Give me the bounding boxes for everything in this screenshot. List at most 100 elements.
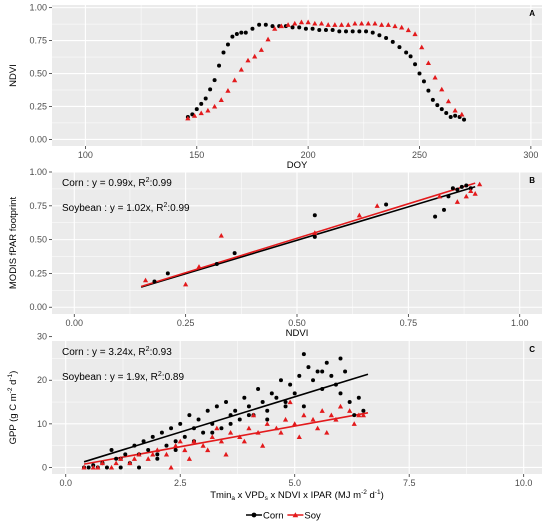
data-point-corn xyxy=(290,25,295,30)
x-tick-label: 0.00 xyxy=(66,318,84,328)
data-point-corn xyxy=(182,434,187,439)
data-point-corn xyxy=(297,373,302,378)
y-tick-label: 0.00 xyxy=(29,134,47,144)
data-point-soy xyxy=(173,443,179,448)
data-point-corn xyxy=(435,103,440,108)
data-point-corn xyxy=(210,430,215,435)
data-point-corn xyxy=(269,391,274,396)
data-point-corn xyxy=(320,369,325,374)
data-point-soy xyxy=(419,44,425,50)
y-tick-label: 30 xyxy=(37,332,47,342)
data-point-corn xyxy=(217,63,222,68)
data-point-soy xyxy=(211,103,218,109)
series-corn xyxy=(82,352,366,470)
data-point-soy xyxy=(142,277,149,283)
data-point-soy xyxy=(301,412,307,418)
data-point-corn xyxy=(86,465,91,470)
data-point-soy xyxy=(298,19,305,25)
x-tick-label: 250 xyxy=(412,150,427,160)
data-point-corn xyxy=(256,386,261,391)
data-point-corn xyxy=(303,26,308,31)
data-point-soy xyxy=(218,232,224,238)
data-point-corn xyxy=(199,101,204,106)
data-point-soy xyxy=(452,107,458,113)
data-point-soy xyxy=(315,425,321,431)
data-point-soy xyxy=(332,22,338,27)
data-point-soy xyxy=(154,447,160,453)
data-point-corn xyxy=(446,194,451,199)
data-point-corn xyxy=(278,378,283,383)
data-point-soy xyxy=(90,464,96,470)
data-point-soy xyxy=(209,434,215,440)
data-point-soy xyxy=(360,412,367,418)
data-point-corn xyxy=(109,448,114,453)
data-point-corn xyxy=(292,391,297,396)
x-axis-title: DOY xyxy=(287,160,308,171)
data-point-soy xyxy=(468,188,474,194)
data-point-corn xyxy=(225,42,230,47)
fit-annotation-soybean: Soybean : y = 1.9x, R2:0.89 xyxy=(62,371,184,383)
data-point-soy xyxy=(177,438,183,444)
data-point-soy xyxy=(305,19,311,25)
data-point-soy xyxy=(319,408,325,413)
data-point-soy xyxy=(205,447,211,453)
fit-annotation-soybean: Soybean : y = 1.02x, R2:0.99 xyxy=(62,202,190,214)
data-point-corn xyxy=(464,183,469,188)
data-point-soy xyxy=(136,451,142,457)
data-point-corn xyxy=(350,29,355,34)
data-point-corn xyxy=(250,26,255,31)
y-axis-title: MODIS fPAR footprint xyxy=(8,197,19,290)
data-point-corn xyxy=(230,34,235,39)
data-point-corn xyxy=(347,400,352,405)
data-point-corn xyxy=(444,111,449,116)
panels-group: 100 150 200 250 3000.000.250.500.751.00ADOYN… xyxy=(7,3,542,502)
data-point-soy xyxy=(108,464,115,470)
data-point-soy xyxy=(99,460,105,466)
data-point-corn xyxy=(442,207,446,212)
data-point-corn xyxy=(214,261,219,266)
data-point-corn xyxy=(228,413,233,418)
data-point-corn xyxy=(370,30,375,35)
x-tick-label: 200 xyxy=(301,150,316,160)
data-point-corn xyxy=(164,443,169,448)
data-point-soy xyxy=(272,26,278,31)
series-corn xyxy=(185,22,467,122)
data-point-soy xyxy=(347,408,353,413)
data-point-soy xyxy=(356,412,362,418)
plot-background xyxy=(52,341,542,474)
data-point-soy xyxy=(264,421,270,426)
data-point-soy xyxy=(358,20,365,26)
data-point-soy xyxy=(273,425,279,431)
data-point-corn xyxy=(312,213,317,218)
data-point-corn xyxy=(242,395,247,400)
legend-item-corn: Corn xyxy=(246,511,284,522)
data-point-soy xyxy=(345,22,351,27)
data-point-corn xyxy=(317,28,322,33)
data-point-soy xyxy=(328,412,334,418)
data-point-soy xyxy=(296,434,302,440)
data-point-soy xyxy=(245,57,251,63)
data-point-soy xyxy=(227,429,234,435)
fit-line-soybean xyxy=(83,411,369,465)
data-point-corn xyxy=(187,413,192,418)
data-point-soy xyxy=(232,77,238,83)
data-point-corn xyxy=(421,79,426,84)
legend: Corn Soy xyxy=(246,511,321,522)
data-point-corn xyxy=(203,96,208,101)
data-point-soy xyxy=(312,20,318,26)
data-point-corn xyxy=(453,113,458,118)
data-point-corn xyxy=(201,430,206,435)
data-point-corn xyxy=(312,234,317,239)
data-point-corn xyxy=(260,400,265,405)
data-point-corn xyxy=(283,400,288,405)
data-point-soy xyxy=(196,264,202,269)
legend-marker-soy xyxy=(292,512,299,518)
data-point-corn xyxy=(173,439,178,444)
data-point-corn xyxy=(462,117,467,122)
data-point-corn xyxy=(205,408,210,413)
y-tick-label: 0.00 xyxy=(29,302,47,312)
x-tick-label: 2.5 xyxy=(174,478,187,488)
data-point-soy xyxy=(445,98,452,104)
data-point-corn xyxy=(246,404,251,409)
y-tick-label: 1.00 xyxy=(29,3,47,13)
